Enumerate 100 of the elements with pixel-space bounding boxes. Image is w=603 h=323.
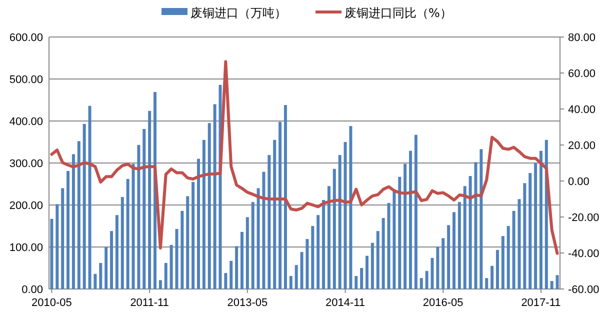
x-tick-label: 2017-11 <box>521 297 561 309</box>
bar <box>523 183 526 289</box>
bar <box>120 197 124 289</box>
bar <box>192 182 195 289</box>
bar <box>278 122 282 289</box>
y2-tick-label: 80.00 <box>568 32 596 44</box>
y2-tick-label: 40.00 <box>568 104 596 116</box>
bar <box>202 140 206 289</box>
bar <box>186 196 190 289</box>
bar <box>72 154 75 289</box>
bar <box>349 126 352 289</box>
bar <box>506 226 510 289</box>
bar <box>474 162 478 289</box>
y-tick-label: 200.00 <box>9 200 43 212</box>
bar <box>316 215 320 289</box>
bar <box>110 231 114 289</box>
bar <box>235 246 238 289</box>
legend-label: 废铜进口同比（%） <box>344 6 452 20</box>
bar <box>480 149 483 289</box>
bar <box>550 281 554 289</box>
bar <box>414 134 418 289</box>
bar <box>294 265 298 289</box>
bar <box>61 188 64 289</box>
bar <box>262 172 266 289</box>
x-tick-label: 2013-05 <box>227 297 268 309</box>
bar <box>180 210 184 289</box>
bar <box>284 105 287 289</box>
bar <box>382 218 385 289</box>
bar <box>539 150 542 289</box>
legend-label: 废铜进口（万吨） <box>190 6 286 20</box>
bar <box>556 275 559 289</box>
bar <box>224 273 228 289</box>
bar <box>322 200 326 289</box>
bar <box>88 106 92 289</box>
bar <box>420 278 423 289</box>
bar <box>452 212 456 289</box>
bar <box>251 202 254 289</box>
y-tick-label: 600.00 <box>9 32 43 44</box>
bar <box>77 141 80 289</box>
bar <box>126 178 130 289</box>
bar <box>148 110 152 289</box>
bar <box>512 210 516 289</box>
bar <box>398 176 402 289</box>
bar <box>246 217 249 289</box>
y2-tick-label: -60.00 <box>568 284 600 296</box>
bar <box>104 247 108 289</box>
y2-tick-label: 0.00 <box>568 176 590 188</box>
bar <box>425 270 428 289</box>
bar <box>370 242 374 289</box>
y-tick-label: 400.00 <box>9 116 43 128</box>
bar <box>289 276 292 289</box>
x-tick-label: 2014-11 <box>325 297 366 309</box>
bar <box>404 164 407 289</box>
y2-tick-label: 60.00 <box>568 68 596 80</box>
bar <box>256 188 260 289</box>
bar <box>66 170 70 289</box>
y-tick-label: 0.00 <box>22 284 43 296</box>
bar <box>94 274 97 289</box>
bar <box>490 266 494 289</box>
y2-tick-label: 20.00 <box>568 140 596 152</box>
y-tick-label: 500.00 <box>9 74 43 86</box>
bar <box>442 238 445 289</box>
bar <box>360 268 364 289</box>
bar <box>170 244 173 289</box>
bar <box>447 225 450 289</box>
bar <box>300 252 304 289</box>
bar <box>409 150 412 289</box>
bar <box>82 124 86 289</box>
bar <box>338 155 342 289</box>
bar <box>56 204 59 289</box>
bar <box>268 155 271 289</box>
bar <box>392 190 396 289</box>
bar <box>311 226 314 289</box>
bar <box>354 276 358 289</box>
bar <box>366 256 369 289</box>
y2-tick-label: -20.00 <box>568 212 600 224</box>
bar <box>458 202 461 289</box>
bar <box>376 231 380 289</box>
bar <box>115 215 118 289</box>
bar <box>468 176 472 289</box>
bar <box>213 104 216 289</box>
bar <box>344 142 347 289</box>
bar <box>164 262 168 289</box>
bar <box>463 186 466 289</box>
bar <box>137 144 140 289</box>
bar <box>240 232 244 289</box>
y-tick-label: 300.00 <box>9 158 43 170</box>
x-tick-label: 2010-05 <box>32 297 72 309</box>
bar <box>230 260 233 289</box>
bar <box>158 280 162 289</box>
bar <box>273 140 276 289</box>
bar <box>306 239 309 289</box>
bar <box>485 278 488 289</box>
bar <box>518 199 521 289</box>
bar <box>99 262 102 289</box>
bar <box>142 128 146 289</box>
bar <box>496 250 499 289</box>
bar <box>208 123 211 289</box>
bar <box>501 236 504 289</box>
bar <box>534 163 538 289</box>
